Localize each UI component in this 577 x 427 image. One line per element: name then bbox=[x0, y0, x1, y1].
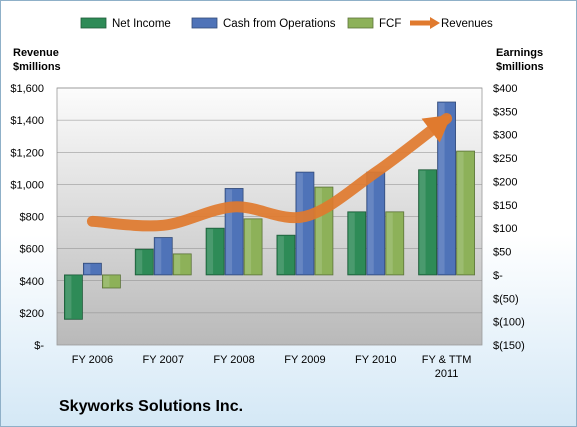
left-axis-tick-label: $600 bbox=[20, 244, 44, 256]
left-axis-tick-label: $1,400 bbox=[10, 115, 44, 127]
legend-arrow-revenues bbox=[430, 17, 440, 29]
bar-highlight bbox=[84, 264, 91, 274]
right-axis-tick-label: $200 bbox=[493, 176, 517, 188]
left-axis-tick-label: $400 bbox=[20, 276, 44, 288]
right-axis-tick-label: $250 bbox=[493, 153, 517, 165]
right-axis-tick-label: $50 bbox=[493, 247, 511, 259]
left-axis-tick-label: $1,600 bbox=[10, 83, 44, 95]
bar-highlight bbox=[207, 229, 214, 274]
bar-highlight bbox=[419, 170, 426, 274]
bar-highlight bbox=[367, 173, 374, 274]
bar-highlight bbox=[136, 250, 143, 274]
left-axis-tick-label: $200 bbox=[20, 308, 44, 320]
bar-highlight bbox=[226, 189, 233, 274]
right-axis-tick-label: $- bbox=[493, 270, 503, 282]
legend-label-fcf: FCF bbox=[379, 18, 401, 30]
category-label: FY 2010 bbox=[355, 354, 396, 366]
right-axis-tick-label: $(150) bbox=[493, 340, 525, 352]
legend-marker-cash-from-operations bbox=[191, 17, 218, 29]
bar-highlight bbox=[315, 188, 322, 274]
left-axis-tick-label: $- bbox=[34, 340, 44, 352]
right-axis-tick-label: $350 bbox=[493, 106, 517, 118]
right-axis-title-unit: $millions bbox=[496, 61, 544, 73]
bar-highlight bbox=[103, 275, 110, 287]
right-axis-tick-label: $(50) bbox=[493, 293, 519, 305]
right-axis-tick-label: $150 bbox=[493, 200, 517, 212]
category-label: FY & TTM 2011 bbox=[422, 354, 472, 380]
bar-highlight bbox=[296, 173, 303, 274]
category-label: FY 2009 bbox=[284, 354, 325, 366]
left-axis-tick-label: $1,000 bbox=[10, 179, 44, 191]
left-axis-tick-label: $1,200 bbox=[10, 147, 44, 159]
legend-label-cash-from-operations: Cash from Operations bbox=[223, 18, 336, 30]
right-axis-tick-label: $(100) bbox=[493, 317, 525, 329]
bar-highlight bbox=[348, 212, 355, 274]
company-name: Skyworks Solutions Inc. bbox=[59, 398, 244, 415]
legend-label-net-income: Net Income bbox=[112, 18, 171, 30]
category-label: FY 2008 bbox=[213, 354, 254, 366]
revenues-arrowhead bbox=[421, 114, 452, 143]
legend-marker-fcf bbox=[347, 17, 374, 29]
legend-marker-net-income bbox=[80, 17, 107, 29]
left-axis-title: Revenue bbox=[13, 47, 59, 59]
right-axis-tick-label: $300 bbox=[493, 130, 517, 142]
bar-highlight bbox=[457, 152, 464, 274]
bar-highlight bbox=[174, 254, 181, 274]
bar-highlight bbox=[245, 219, 252, 274]
bar-cash-from-operations bbox=[83, 262, 102, 276]
right-axis-title: Earnings bbox=[496, 47, 543, 59]
bar-highlight bbox=[155, 238, 162, 274]
right-axis-tick-label: $400 bbox=[493, 83, 517, 95]
right-axis-tick-label: $100 bbox=[493, 223, 517, 235]
bar-highlight bbox=[65, 275, 72, 319]
left-axis-tick-label: $800 bbox=[20, 212, 44, 224]
category-label: FY 2007 bbox=[143, 354, 184, 366]
category-label: FY 2006 bbox=[72, 354, 113, 366]
bar-highlight bbox=[438, 103, 445, 274]
legend-label-revenues: Revenues bbox=[441, 18, 493, 30]
left-axis-title-unit: $millions bbox=[13, 61, 61, 73]
bar-highlight bbox=[277, 236, 284, 274]
bar-highlight bbox=[386, 212, 393, 274]
line-revenues bbox=[86, 113, 453, 232]
